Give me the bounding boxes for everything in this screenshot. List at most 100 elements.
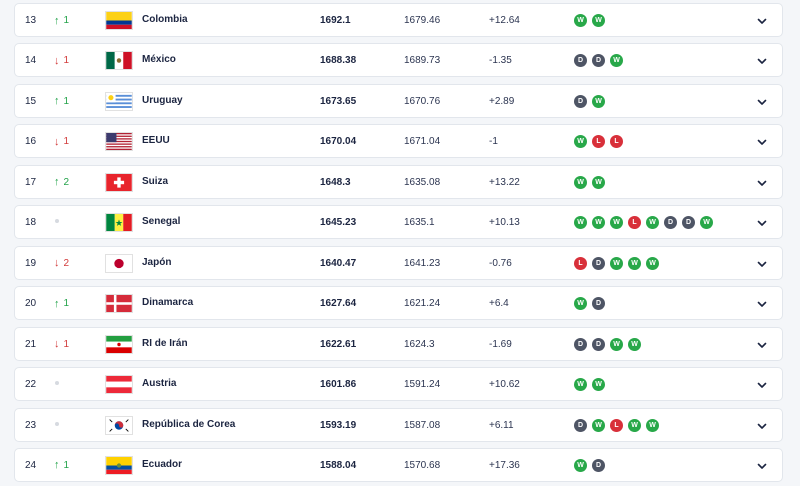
iran-flag-icon xyxy=(105,334,133,354)
chevron-down-icon[interactable] xyxy=(756,217,768,229)
uruguay-flag-icon xyxy=(105,91,133,111)
result-badge: W xyxy=(592,216,605,230)
switzerland-flag-icon xyxy=(105,172,133,192)
team-name: República de Corea xyxy=(142,418,236,430)
previous-points: 1591.24 xyxy=(404,379,441,391)
previous-points: 1671.04 xyxy=(404,136,441,148)
team-name: RI de Irán xyxy=(142,337,188,349)
chevron-down-icon[interactable] xyxy=(756,177,768,189)
points-difference: +6.11 xyxy=(489,419,514,431)
rank-change: ↑ 1 xyxy=(54,96,69,107)
usa-flag-icon xyxy=(105,132,133,152)
arrow-up-icon: ↑ xyxy=(54,297,60,310)
rank-number: 16 xyxy=(25,136,37,148)
result-badge: D xyxy=(592,337,605,351)
result-badge: D xyxy=(592,297,605,311)
result-badge: W xyxy=(574,297,587,311)
mexico-flag-icon xyxy=(105,51,133,71)
result-badge: L xyxy=(628,216,641,230)
rank-change: ↓ 2 xyxy=(54,258,69,269)
result-badge: W xyxy=(646,418,659,432)
chevron-down-icon[interactable] xyxy=(756,379,768,391)
arrow-down-icon: ↓ xyxy=(54,257,60,270)
total-points: 1673.65 xyxy=(320,95,357,107)
rank-change-value: 1 xyxy=(63,459,70,471)
rank-change-value: 1 xyxy=(63,338,70,350)
rank-number: 23 xyxy=(25,419,37,431)
korea-flag-icon xyxy=(105,415,133,435)
previous-points: 1587.08 xyxy=(404,419,441,431)
previous-points: 1689.73 xyxy=(404,55,441,67)
result-badge: W xyxy=(592,175,605,189)
rank-number: 22 xyxy=(25,379,37,391)
result-badge: D xyxy=(682,216,695,230)
chevron-down-icon[interactable] xyxy=(756,339,768,351)
result-badge: D xyxy=(574,337,587,351)
team-name: Austria xyxy=(142,378,177,390)
result-badge: W xyxy=(574,216,587,230)
total-points: 1640.47 xyxy=(320,257,357,269)
denmark-flag-icon xyxy=(105,294,133,314)
rank-change-value: 2 xyxy=(63,176,70,188)
chevron-down-icon[interactable] xyxy=(756,258,768,270)
previous-points: 1679.46 xyxy=(404,15,441,26)
rank-change-value: 1 xyxy=(63,55,70,67)
result-badge: D xyxy=(592,54,605,68)
result-badge: W xyxy=(574,135,587,149)
chevron-down-icon[interactable] xyxy=(756,136,768,148)
result-badge: W xyxy=(592,94,605,108)
rank-change xyxy=(54,379,59,386)
arrow-down-icon: ↓ xyxy=(54,338,60,351)
points-difference: -1 xyxy=(489,136,498,148)
chevron-down-icon[interactable] xyxy=(756,55,768,67)
team-name: Ecuador xyxy=(142,458,183,470)
rank-change-value: 1 xyxy=(63,95,70,107)
rank-number: 17 xyxy=(25,176,37,188)
chevron-down-icon[interactable] xyxy=(756,420,768,432)
result-badge: W xyxy=(628,256,641,270)
team-name: Dinamarca xyxy=(142,297,194,309)
result-badge: W xyxy=(610,216,623,230)
total-points: 1622.61 xyxy=(320,338,357,350)
rank-change xyxy=(54,217,59,224)
result-badge: D xyxy=(574,94,587,108)
total-points: 1627.64 xyxy=(320,298,357,310)
total-points: 1588.04 xyxy=(320,459,357,471)
result-badge: W xyxy=(574,378,587,392)
arrow-down-icon: ↓ xyxy=(54,54,60,67)
rank-change-value: 1 xyxy=(63,298,70,310)
no-change-dot-icon xyxy=(55,421,59,426)
rank-change: ↓ 1 xyxy=(54,55,69,66)
chevron-down-icon[interactable] xyxy=(756,460,768,472)
table-row[interactable]: 23 República de Corea 1593.19 1587.08 +6… xyxy=(14,407,783,442)
rank-change xyxy=(54,420,59,426)
result-badge: W xyxy=(610,256,623,270)
chevron-down-icon[interactable] xyxy=(756,298,768,310)
rank-number: 18 xyxy=(25,217,37,229)
japan-flag-icon xyxy=(105,253,133,273)
team-name: Japón xyxy=(142,256,172,268)
chevron-down-icon[interactable] xyxy=(756,15,768,27)
previous-points: 1635.1 xyxy=(404,217,435,229)
team-name: Suiza xyxy=(142,175,169,187)
chevron-down-icon[interactable] xyxy=(756,96,768,108)
team-name: EEUU xyxy=(142,135,170,147)
previous-points: 1641.23 xyxy=(404,257,441,269)
points-difference: -1.69 xyxy=(489,338,512,350)
total-points: 1593.19 xyxy=(320,419,357,431)
